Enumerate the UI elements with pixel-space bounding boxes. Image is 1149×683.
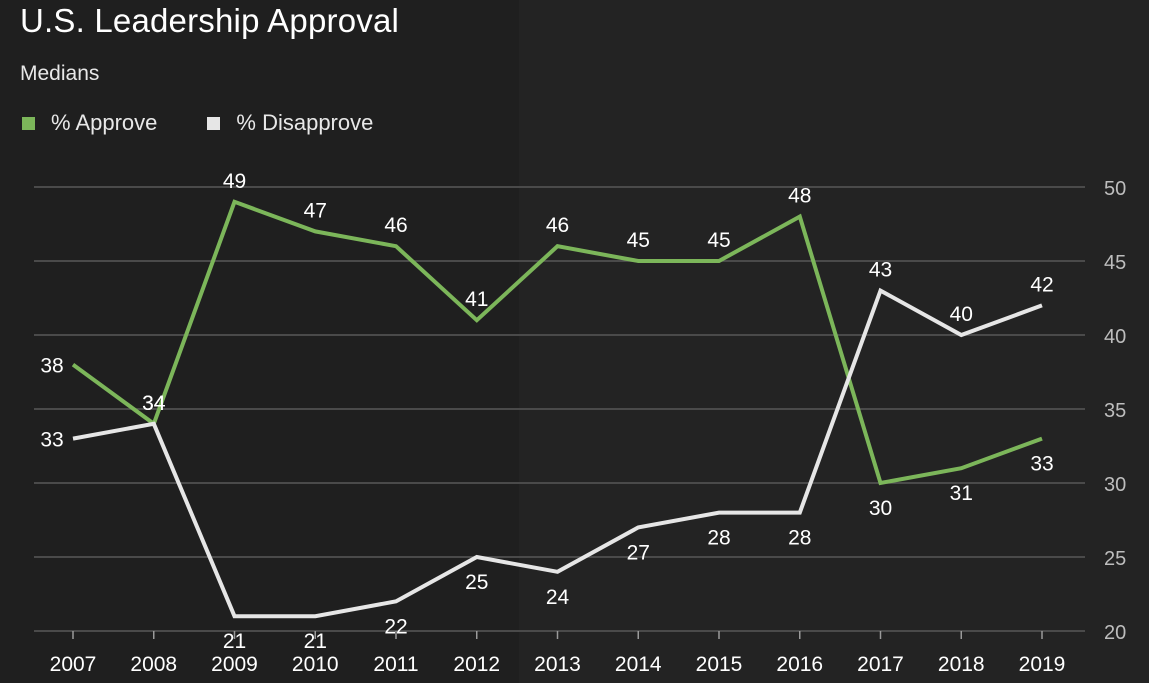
- x-tick-label: 2017: [857, 653, 904, 676]
- y-tick-label: 40: [1104, 326, 1126, 348]
- data-label-disapprove-2013: 24: [546, 586, 570, 609]
- data-label-approve-2010: 47: [304, 199, 327, 222]
- legend-item-disapprove[interactable]: % Disapprove: [207, 110, 373, 136]
- data-label-approve-2016: 48: [788, 185, 811, 208]
- background-panel: [0, 0, 519, 683]
- chart-title: U.S. Leadership Approval: [20, 2, 400, 39]
- x-tick-label: 2019: [1019, 653, 1066, 676]
- data-label-approve-2012: 41: [465, 288, 488, 311]
- data-label-disapprove-2014: 27: [627, 541, 650, 564]
- x-tick-label: 2012: [453, 653, 500, 676]
- x-tick-label: 2009: [211, 653, 258, 676]
- x-tick-label: 2008: [130, 653, 177, 676]
- data-label-disapprove-2016: 28: [788, 527, 811, 550]
- data-label-approve-2015: 45: [707, 229, 730, 252]
- data-label-approve-2017: 30: [869, 497, 892, 520]
- y-tick-label: 20: [1104, 622, 1126, 644]
- data-label-approve-2008: 34: [142, 392, 166, 415]
- data-label-approve-2009: 49: [223, 170, 246, 193]
- data-label-disapprove-2009: 21: [223, 630, 246, 653]
- data-label-disapprove-2012: 25: [465, 571, 488, 594]
- data-label-approve-2019: 33: [1030, 453, 1053, 476]
- x-tick-label: 2018: [938, 653, 985, 676]
- legend-swatch-disapprove: [207, 116, 221, 130]
- x-tick-label: 2016: [776, 653, 823, 676]
- legend-item-approve[interactable]: % Approve: [22, 110, 157, 136]
- data-label-approve-2018: 31: [950, 482, 973, 505]
- x-tick-label: 2013: [534, 653, 581, 676]
- data-label-disapprove-2011: 22: [384, 615, 407, 638]
- x-tick-label: 2007: [50, 653, 97, 676]
- legend-label-approve: % Approve: [51, 110, 158, 135]
- legend: % Approve % Disapprove: [22, 110, 373, 136]
- data-label-disapprove-2010: 21: [304, 630, 327, 653]
- data-label-disapprove-2015: 28: [707, 527, 730, 550]
- legend-swatch-approve: [22, 116, 35, 130]
- y-tick-label: 45: [1104, 252, 1126, 274]
- data-label-approve-2013: 46: [546, 214, 569, 237]
- data-label-approve-2014: 45: [627, 229, 650, 252]
- series-line-disapprove: [72, 287, 1043, 619]
- x-tick-label: 2011: [373, 653, 418, 676]
- data-label-approve-2011: 46: [384, 214, 407, 237]
- data-label-disapprove-2019: 42: [1030, 273, 1053, 296]
- data-label-disapprove-2017: 43: [869, 259, 892, 282]
- legend-label-disapprove: % Disapprove: [236, 110, 374, 135]
- data-label-disapprove-2007: 33: [40, 429, 63, 452]
- data-label-disapprove-2008: 34: [142, 392, 166, 415]
- data-label-disapprove-2018: 40: [950, 303, 973, 326]
- y-tick-label: 25: [1104, 548, 1126, 570]
- y-tick-label: 35: [1104, 400, 1126, 422]
- y-tick-label: 50: [1104, 178, 1126, 200]
- x-tick-label: 2010: [292, 653, 339, 676]
- y-tick-label: 30: [1104, 474, 1126, 496]
- series-line-approve: [71, 199, 1043, 486]
- chart-subtitle: Medians: [20, 62, 100, 85]
- data-label-approve-2007: 38: [40, 355, 63, 378]
- x-tick-label: 2014: [615, 653, 662, 676]
- x-tick-label: 2015: [696, 653, 743, 676]
